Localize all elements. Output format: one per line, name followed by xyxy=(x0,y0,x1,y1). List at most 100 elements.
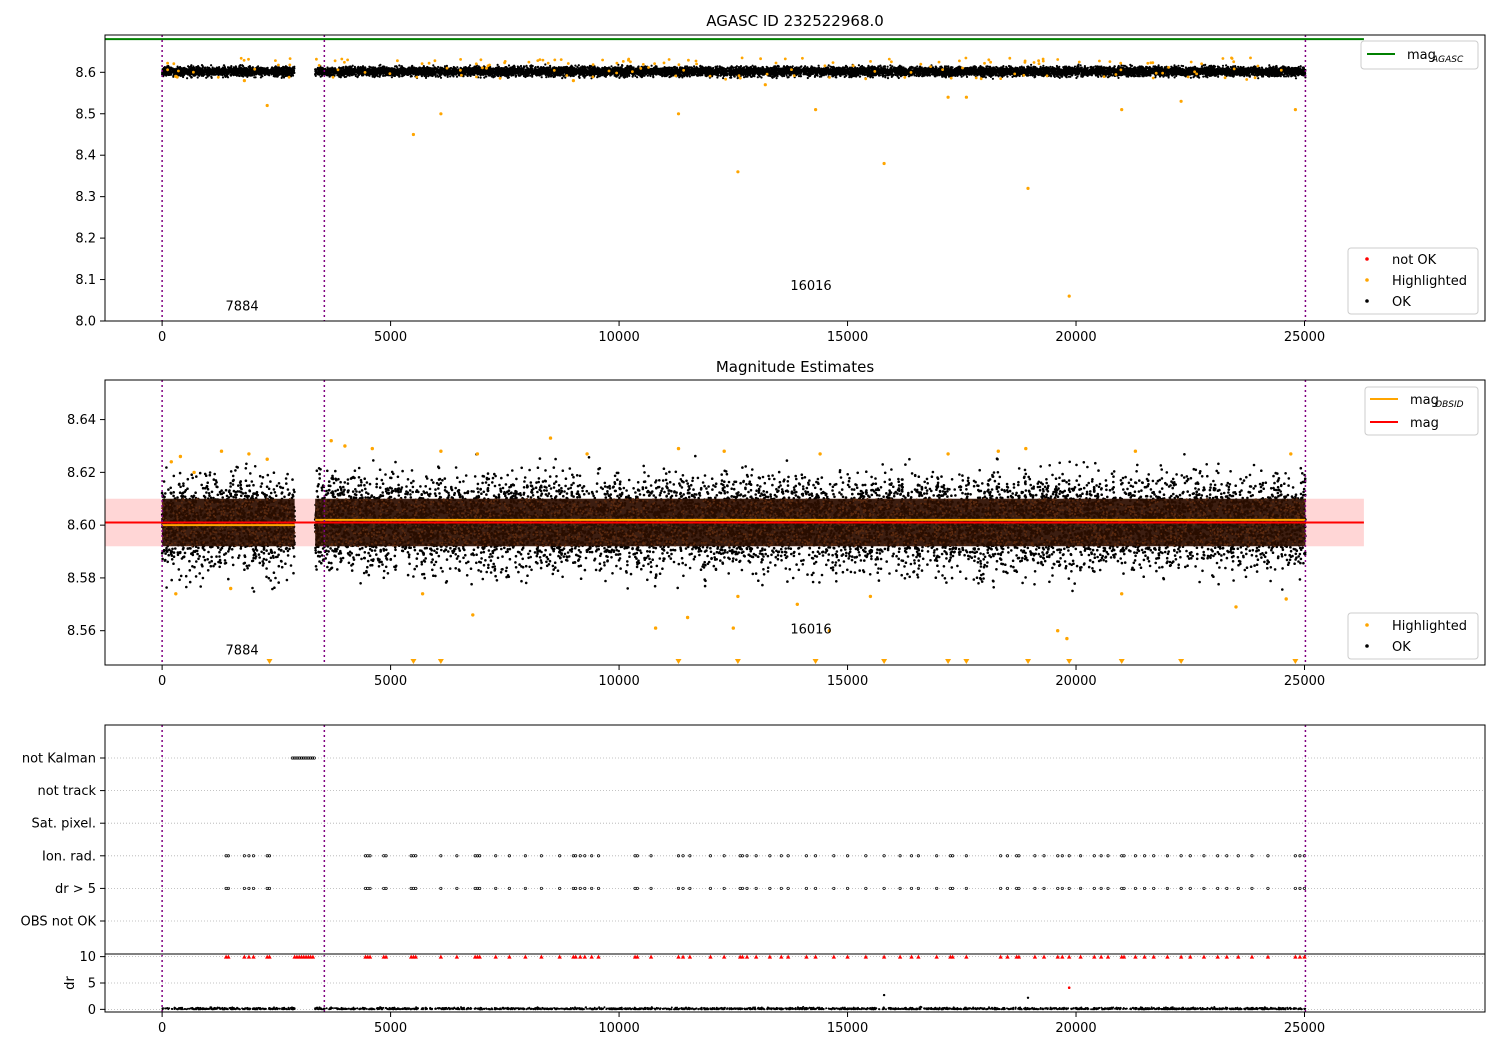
ok-points-point xyxy=(226,76,230,79)
ok-points-point xyxy=(200,64,204,67)
ok-points-point xyxy=(201,72,204,75)
ok-points-point xyxy=(775,77,778,80)
ok-points-point xyxy=(196,66,199,69)
ok-points-point xyxy=(258,68,261,71)
ok-points-point xyxy=(238,66,241,69)
ok-points-point xyxy=(1225,64,1228,67)
ok-points-point xyxy=(1232,75,1235,78)
ok-points-point xyxy=(216,72,219,75)
ok-points-point xyxy=(230,65,233,68)
ok-points-point xyxy=(239,64,242,67)
ok-points-point xyxy=(199,69,202,72)
ok-points-point xyxy=(965,75,969,78)
ok-points-point xyxy=(234,70,237,73)
ok-points-point xyxy=(886,65,889,68)
ok-points-point xyxy=(889,64,892,67)
ok-points-point xyxy=(271,66,274,69)
ok-points-point xyxy=(238,74,241,78)
ok-points-point xyxy=(519,64,523,68)
ok-points-point xyxy=(236,72,239,75)
ok-points-point xyxy=(253,71,256,74)
ok-points-point xyxy=(162,73,165,76)
ok-points-point xyxy=(221,76,225,79)
ok-points-point xyxy=(183,71,186,74)
ok-points-point xyxy=(258,71,261,74)
ok-points-point xyxy=(232,74,235,77)
ok-points-point xyxy=(244,71,247,74)
ok-points-point xyxy=(220,71,223,75)
ok-points-point xyxy=(215,68,218,71)
ok-points-point xyxy=(172,75,175,78)
ok-points-point xyxy=(275,66,278,69)
ok-points-point xyxy=(229,73,232,76)
ok-points-point xyxy=(240,73,244,76)
ok-points-point xyxy=(265,70,268,73)
ok-points-point xyxy=(223,69,226,72)
ok-points-point xyxy=(193,68,196,71)
ok-points-point xyxy=(248,66,251,69)
ok-points-point xyxy=(456,66,459,69)
ok-points-point xyxy=(226,73,229,76)
ok-points-point xyxy=(1117,76,1120,79)
ok-points-point xyxy=(196,76,199,79)
ok-points-point xyxy=(231,69,234,72)
ok-points-point xyxy=(284,74,287,78)
ok-points-point xyxy=(195,69,199,72)
ok-points-point xyxy=(251,66,254,69)
ok-points-point xyxy=(277,66,280,69)
ok-points-point xyxy=(205,76,208,79)
ok-points-point xyxy=(292,69,295,72)
ok-points-point xyxy=(245,67,248,70)
ok-points-point xyxy=(225,70,228,73)
ok-points-point xyxy=(274,72,277,75)
ok-points-point xyxy=(213,73,216,76)
ok-points-point xyxy=(192,74,196,77)
ok-points-point xyxy=(233,66,236,69)
ok-points-point xyxy=(186,77,189,80)
ok-points-point xyxy=(183,73,186,76)
ok-points-point xyxy=(291,66,294,69)
chart-title: AGASC ID 232522968.0 xyxy=(706,12,884,30)
ok-points-point xyxy=(273,75,277,78)
ok-points-point xyxy=(243,73,246,76)
ok-points-point xyxy=(286,69,289,72)
ok-points-point xyxy=(190,75,193,78)
ok-points-point xyxy=(170,66,173,69)
ok-points-point xyxy=(289,67,292,70)
ok-points-point xyxy=(196,73,199,76)
ok-points-point xyxy=(245,74,249,77)
ok-points-point xyxy=(281,75,284,78)
ok-points-point xyxy=(241,64,244,67)
ok-points xyxy=(161,63,1307,80)
ok-points-point xyxy=(1030,63,1033,66)
ok-points-point xyxy=(262,72,265,75)
ok-points-point xyxy=(204,66,207,69)
ok-points-point xyxy=(432,64,435,67)
ok-points-point xyxy=(220,69,223,72)
ok-points-point xyxy=(235,74,238,77)
ok-points-point xyxy=(209,72,212,75)
ok-points-point xyxy=(449,75,452,78)
ok-points-point xyxy=(183,68,186,71)
ok-points-point xyxy=(191,68,194,71)
ok-points-point xyxy=(169,68,172,72)
ok-points-point xyxy=(291,74,295,77)
ok-points-point xyxy=(260,66,263,69)
ok-points-point xyxy=(238,69,241,72)
ok-points-point xyxy=(229,68,232,71)
ok-points-point xyxy=(188,68,191,72)
ok-points-point xyxy=(210,64,213,67)
ok-points-point xyxy=(278,69,281,72)
ok-points-point xyxy=(181,70,184,74)
ok-points-point xyxy=(244,69,247,72)
ok-points-point xyxy=(190,64,193,67)
ok-points-point xyxy=(218,66,221,69)
ok-points-point xyxy=(827,64,830,67)
ok-points-point xyxy=(171,69,174,73)
ok-points-point xyxy=(284,71,288,75)
ok-points-point xyxy=(247,69,250,72)
ok-points-point xyxy=(287,67,290,70)
